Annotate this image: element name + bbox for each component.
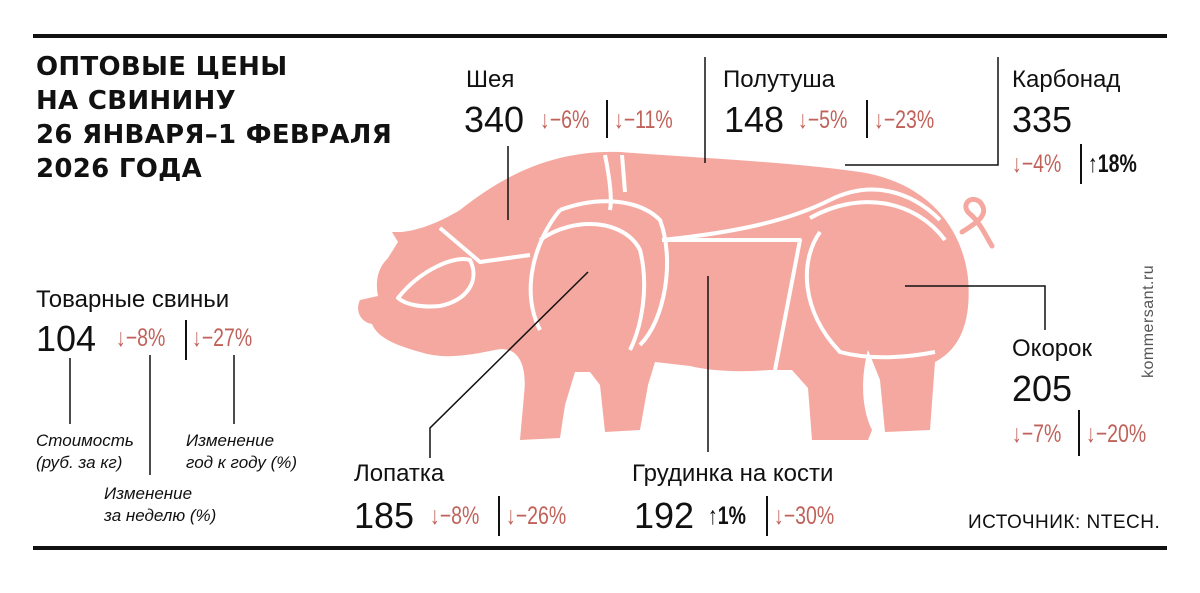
week-change-okorok: ↓−7% xyxy=(1012,420,1062,448)
title-line-4: 2026 ГОДА xyxy=(36,154,203,184)
year-change-polutusha: ↓−23% xyxy=(874,106,935,134)
label-lopatka: Лопатка xyxy=(354,460,445,487)
note-week: Изменение за неделю (%) xyxy=(104,484,217,525)
price-karbonad: 335 xyxy=(1012,99,1073,140)
year-change-grudinka: ↓−30% xyxy=(774,502,835,530)
leader-lines xyxy=(69,57,1046,475)
week-change-sheya: ↓−6% xyxy=(540,106,590,134)
pig-tail xyxy=(959,196,995,249)
week-change-grudinka: ↑1% xyxy=(708,502,746,530)
separator-polutusha xyxy=(866,100,868,138)
year-change-lopatka: ↓−26% xyxy=(506,502,567,530)
week-change-karbonad: ↓−4% xyxy=(1012,150,1062,178)
year-change-tovarnye: ↓−27% xyxy=(192,324,253,352)
label-polutusha: Полутуша xyxy=(723,66,835,93)
label-sheya: Шея xyxy=(466,66,515,93)
source-credit: ИСТОЧНИК: NTECH. xyxy=(968,512,1161,533)
separator-grudinka xyxy=(766,496,768,536)
price-sheya: 340 xyxy=(464,99,525,140)
label-karbonad: Карбонад xyxy=(1012,66,1121,93)
separator-tovarnye xyxy=(185,320,187,360)
price-tovarnye: 104 xyxy=(36,318,97,359)
week-change-lopatka: ↓−8% xyxy=(430,502,480,530)
chart-title: ОПТОВЫЕ ЦЕНЫ НА СВИНИНУ 26 ЯНВАРЯ–1 ФЕВР… xyxy=(36,50,392,186)
note-year: Изменение год к году (%) xyxy=(186,431,298,472)
top-rule xyxy=(33,34,1167,38)
separator-lopatka xyxy=(498,496,500,536)
price-grudinka: 192 xyxy=(634,495,695,536)
cut-lines xyxy=(396,154,947,371)
price-polutusha: 148 xyxy=(724,99,785,140)
note-cost: Стоимость (руб. за кг) xyxy=(36,431,134,472)
separator-karbonad xyxy=(1080,144,1082,184)
year-change-sheya: ↓−11% xyxy=(614,106,673,134)
title-line-2: НА СВИНИНУ xyxy=(36,86,236,116)
year-change-karbonad: ↑18% xyxy=(1088,150,1137,178)
label-grudinka: Грудинка на кости xyxy=(632,460,834,487)
week-change-tovarnye: ↓−8% xyxy=(116,324,166,352)
title-line-1: ОПТОВЫЕ ЦЕНЫ xyxy=(36,52,288,82)
separator-sheya xyxy=(606,100,608,138)
label-tovarnye: Товарные свиньи xyxy=(36,286,230,313)
separator-okorok xyxy=(1078,410,1080,456)
title-line-3: 26 ЯНВАРЯ–1 ФЕВРАЛЯ xyxy=(36,120,393,150)
bottom-rule xyxy=(33,546,1167,550)
price-lopatka: 185 xyxy=(354,495,415,536)
label-okorok: Окорок xyxy=(1012,335,1092,362)
week-change-polutusha: ↓−5% xyxy=(798,106,848,134)
year-change-okorok: ↓−20% xyxy=(1086,420,1147,448)
watermark: kommersant.ru xyxy=(1140,264,1157,378)
price-okorok: 205 xyxy=(1012,368,1073,409)
